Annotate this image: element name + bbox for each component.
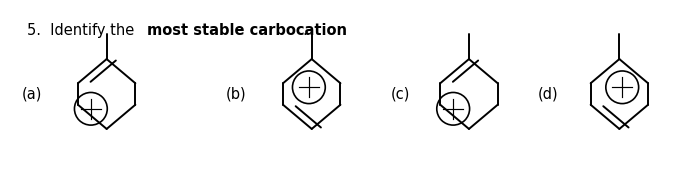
Text: .: . (303, 23, 308, 38)
Text: (d): (d) (537, 86, 558, 102)
Text: 5.  Identify the: 5. Identify the (27, 23, 138, 38)
Text: (b): (b) (226, 86, 247, 102)
Text: (a): (a) (21, 86, 42, 102)
Text: most stable carbocation: most stable carbocation (147, 23, 347, 38)
Text: (c): (c) (391, 86, 410, 102)
